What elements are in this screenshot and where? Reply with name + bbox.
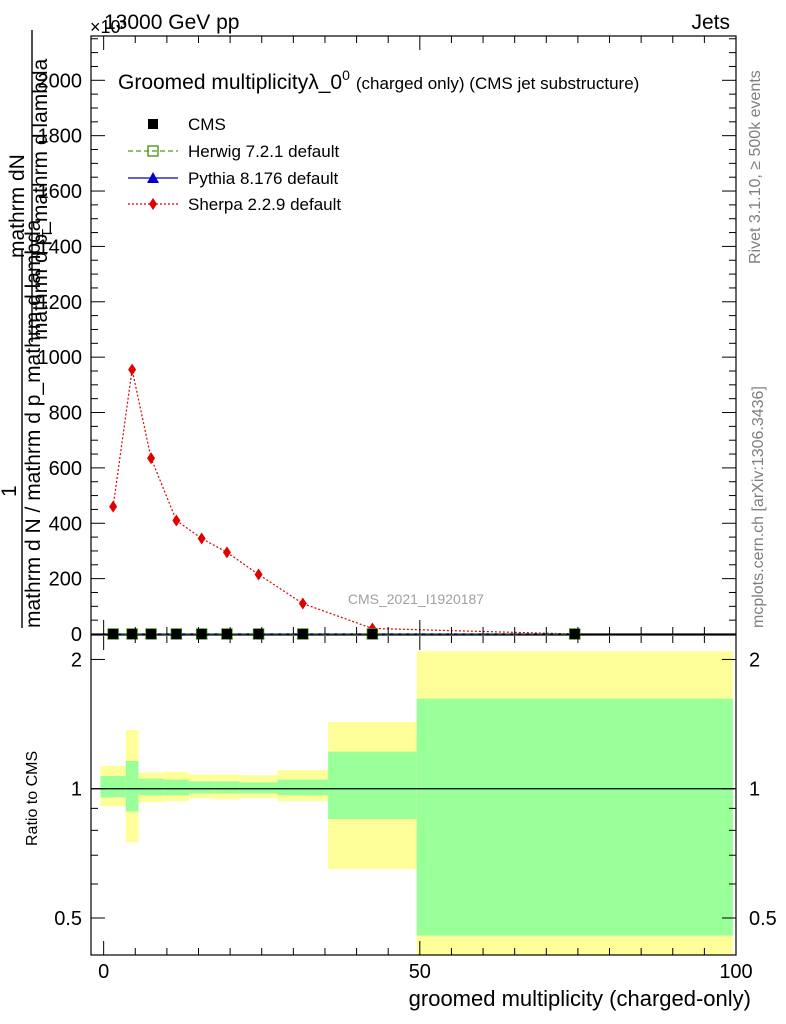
y-tick-label: 0 <box>71 624 82 646</box>
data-point <box>253 629 264 639</box>
y-tick-label: 200 <box>49 569 82 591</box>
series-line <box>112 369 575 635</box>
y-axis-title-main: mathrm d N / mathrm d p_mathrm d lambda <box>22 219 45 628</box>
legend-marker <box>147 145 159 157</box>
data-point <box>146 629 157 639</box>
exponent-label: ×10³ <box>90 17 127 37</box>
y-axis-title: mathrm dN mathrm d p_mathrm d lambda T 1… <box>0 30 56 628</box>
ratio-band-inner <box>277 779 329 796</box>
data-point <box>196 629 207 639</box>
rivet-label: Rivet 3.1.10, ≥ 500k events <box>747 70 764 264</box>
ratio-band-inner <box>125 761 139 812</box>
x-tick-label: 100 <box>719 961 752 983</box>
ratio-y-tick-label-right: 1 <box>749 779 760 801</box>
ratio-y-tick-label: 2 <box>71 649 82 671</box>
data-point <box>254 568 263 581</box>
plot-title-lambda: λ_0 <box>308 71 342 94</box>
plot-title-main: Groomed multiplicity <box>118 71 309 94</box>
ratio-band-inner <box>239 782 278 794</box>
collision-label: 13000 GeV pp <box>104 11 239 34</box>
legend-label: Herwig 7.2.1 default <box>188 142 339 161</box>
ratio-panel: 0.5 0.5 1 1 2 2 0 50 100 <box>54 36 777 983</box>
ratio-y-tick-label: 0.5 <box>54 908 82 930</box>
y-tick-label: 1000 <box>38 347 83 369</box>
ratio-band-inner <box>163 779 190 796</box>
y-tick-label: 1600 <box>38 181 83 203</box>
x-tick-label: 0 <box>98 961 109 983</box>
y-tick-label: 1800 <box>38 126 83 148</box>
data-point <box>108 629 119 639</box>
series-cms <box>108 629 580 639</box>
y-tick-label: 1400 <box>38 236 83 258</box>
plot-title: Groomed multiplicityλ_00 (charged only) (… <box>118 67 639 94</box>
ratio-band-inner <box>189 781 215 794</box>
data-point <box>197 532 206 545</box>
data-point <box>147 452 156 465</box>
mcplots-label: mcplots.cern.ch [arXiv:1306.3436] <box>750 386 767 628</box>
data-point <box>127 629 138 639</box>
ratio-y-tick-label: 1 <box>71 779 82 801</box>
y-axis-title-denominator: mathrm d p_mathrm d lambda <box>29 58 52 340</box>
y-tick-label: 400 <box>49 513 82 535</box>
ratio-y-axis-title: Ratio to CMS <box>24 751 41 846</box>
ratio-band-inner <box>100 776 126 798</box>
ratio-band-inner <box>416 698 733 936</box>
data-point <box>171 629 182 639</box>
series-sherpa <box>109 363 579 640</box>
ratio-band-inner <box>138 778 164 796</box>
legend-marker <box>147 172 159 183</box>
ratio-y-tick-label-right: 0.5 <box>749 908 777 930</box>
main-panel: 0 200 400 600 800 1000 1200 1400 1600 1800 2000 <box>38 35 737 646</box>
data-point <box>221 629 232 639</box>
data-point <box>128 363 137 376</box>
data-point <box>298 597 307 610</box>
x-axis-title: groomed multiplicity (charged-only) <box>409 986 751 1011</box>
ratio-frame <box>90 634 737 956</box>
plot-title-suffix: (charged only) (CMS jet substructure) <box>356 74 639 93</box>
legend-marker <box>148 119 158 129</box>
analysis-watermark: CMS_2021_I1920187 <box>348 591 484 607</box>
legend-label: Pythia 8.176 default <box>188 169 339 188</box>
legend-marker <box>149 198 157 210</box>
ratio-band-inner <box>328 751 417 820</box>
data-point <box>109 500 118 513</box>
data-point <box>367 629 378 639</box>
y-axis-title-one: 1 <box>0 485 21 497</box>
x-tick-label: 50 <box>409 961 431 983</box>
y-tick-label: 800 <box>49 403 82 425</box>
data-point <box>297 629 308 639</box>
jets-label: Jets <box>691 11 730 34</box>
y-axis-title-subscript: T <box>39 229 56 238</box>
legend-label: CMS <box>188 115 226 134</box>
y-axis-title-numerator: mathrm dN <box>6 154 29 258</box>
y-tick-label: 600 <box>49 458 82 480</box>
data-point <box>222 546 231 559</box>
y-tick-label: 1200 <box>38 292 83 314</box>
ratio-y-tick-label-right: 2 <box>749 649 760 671</box>
data-point <box>569 629 580 639</box>
legend: CMS Herwig 7.2.1 default Pythia 8.176 defa… <box>128 115 341 214</box>
plot-title-superscript: 0 <box>342 67 350 83</box>
y-tick-label: 2000 <box>38 70 83 92</box>
ratio-band-inner <box>214 781 240 794</box>
legend-label: Sherpa 2.2.9 default <box>188 195 341 214</box>
data-point <box>172 514 181 527</box>
